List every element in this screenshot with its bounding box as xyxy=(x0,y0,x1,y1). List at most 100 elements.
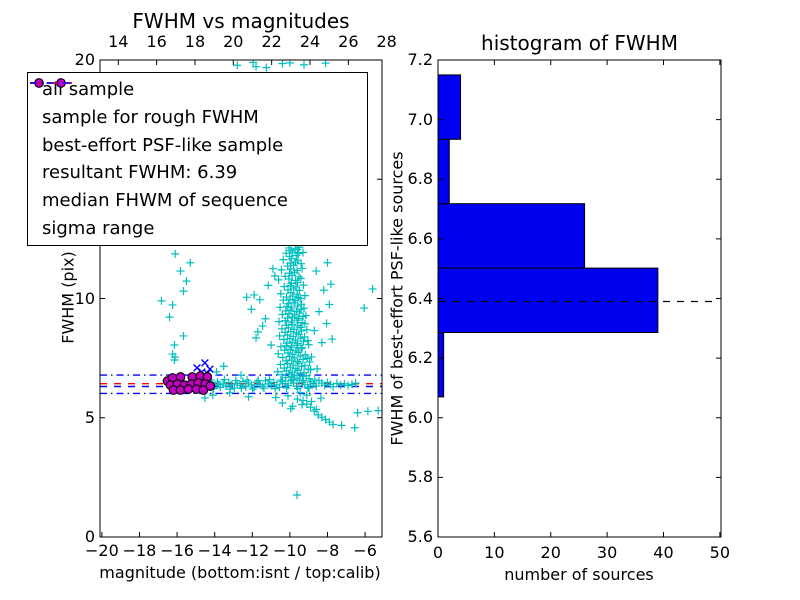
left-plot-title: FWHM vs magnitudes xyxy=(132,9,350,33)
plus-marker xyxy=(297,259,306,268)
plus-marker xyxy=(288,320,297,329)
plus-marker xyxy=(287,356,296,365)
plus-marker xyxy=(284,309,293,318)
plus-marker xyxy=(293,384,302,393)
plus-marker xyxy=(294,348,303,357)
plus-marker xyxy=(182,277,191,286)
histogram-bar xyxy=(437,331,445,398)
x-tick-label: 0 xyxy=(432,543,444,562)
plus-marker xyxy=(312,382,321,391)
plus-marker xyxy=(244,392,253,401)
y-tick-label: 5.6 xyxy=(407,527,433,546)
plus-marker xyxy=(306,365,315,374)
plus-marker xyxy=(278,310,287,319)
plus-marker xyxy=(274,275,283,284)
plus-marker xyxy=(271,393,280,402)
x-tick-label: −8 xyxy=(315,541,340,560)
right-plot-ylabel: FWHM of best-effort PSF-like sources xyxy=(387,151,407,446)
plus-marker xyxy=(179,287,188,296)
circle-marker xyxy=(205,381,216,391)
plus-marker xyxy=(310,376,319,385)
y-tick-label: 6.8 xyxy=(407,169,433,189)
plus-marker xyxy=(294,314,303,323)
plus-marker xyxy=(298,400,307,409)
plus-marker xyxy=(299,355,308,364)
plus-marker xyxy=(254,376,263,385)
plus-marker xyxy=(363,407,372,416)
plus-marker xyxy=(307,397,316,406)
plus-marker xyxy=(282,383,291,392)
plus-marker xyxy=(284,274,293,283)
plus-marker xyxy=(249,60,258,67)
plus-marker xyxy=(286,404,295,413)
plus-marker xyxy=(279,255,288,264)
plus-marker xyxy=(293,491,302,500)
plus-marker xyxy=(296,274,305,283)
plus-marker xyxy=(273,367,282,376)
plus-marker xyxy=(302,399,311,408)
plus-marker xyxy=(329,382,338,391)
plus-marker xyxy=(296,323,305,332)
plus-marker xyxy=(286,264,295,273)
plus-marker xyxy=(225,388,234,397)
plus-marker xyxy=(252,333,261,342)
plus-marker xyxy=(281,316,290,325)
plus-marker xyxy=(337,421,346,430)
plus-marker xyxy=(332,379,341,388)
plus-marker xyxy=(351,379,360,388)
x-top-tick-label: 16 xyxy=(146,32,167,51)
legend-item: resultant FWHM: 6.39 xyxy=(28,82,367,187)
plus-marker xyxy=(282,249,291,258)
plus-marker xyxy=(276,376,285,385)
plus-marker xyxy=(275,331,284,340)
plus-marker xyxy=(276,289,285,298)
plus-marker xyxy=(305,384,314,393)
plus-marker xyxy=(165,313,174,322)
plus-marker xyxy=(237,371,245,380)
plus-marker xyxy=(171,249,180,258)
legend: all sample sample for rough FWHM best-effo… xyxy=(27,72,368,246)
plus-marker xyxy=(279,296,288,305)
plus-marker xyxy=(312,267,321,276)
plus-marker xyxy=(317,338,326,347)
plus-marker xyxy=(261,314,270,323)
y-tick-label: 0 xyxy=(84,527,95,546)
x-tick-label: −20 xyxy=(84,541,119,560)
plus-marker xyxy=(319,286,328,295)
plus-marker xyxy=(299,376,308,385)
plus-marker xyxy=(296,294,305,303)
plus-marker xyxy=(293,339,302,348)
right-plot-title: histogram of FWHM xyxy=(481,31,678,55)
y-tick-label: 20 xyxy=(74,50,95,69)
plus-marker xyxy=(157,296,166,305)
plus-marker xyxy=(286,363,295,372)
plus-marker xyxy=(219,362,228,371)
plus-marker xyxy=(302,391,311,400)
plus-marker xyxy=(374,406,382,415)
plus-marker xyxy=(368,284,377,293)
plus-marker xyxy=(313,364,322,373)
plus-marker xyxy=(305,357,314,366)
plus-marker xyxy=(171,352,180,361)
legend-item: sample for rough FWHM xyxy=(28,79,367,132)
y-tick-label: 6.2 xyxy=(407,348,433,368)
x-top-tick-label: 26 xyxy=(338,32,359,51)
plus-marker xyxy=(296,388,305,397)
plus-marker xyxy=(299,60,308,69)
y-tick-label: 5.8 xyxy=(407,467,433,487)
plus-marker xyxy=(326,280,335,289)
plus-marker xyxy=(286,281,295,290)
legend-item: best-effort PSF-like sample xyxy=(28,78,367,159)
plus-marker xyxy=(247,305,256,314)
plus-marker xyxy=(286,288,295,297)
plus-marker xyxy=(299,312,308,321)
plus-marker xyxy=(291,364,300,373)
plus-marker xyxy=(271,384,280,393)
plus-marker xyxy=(299,396,308,405)
plus-marker xyxy=(220,375,229,384)
legend-label: sigma range xyxy=(42,217,155,239)
legend-label: sample for rough FWHM xyxy=(42,107,259,128)
plus-marker xyxy=(278,398,287,407)
